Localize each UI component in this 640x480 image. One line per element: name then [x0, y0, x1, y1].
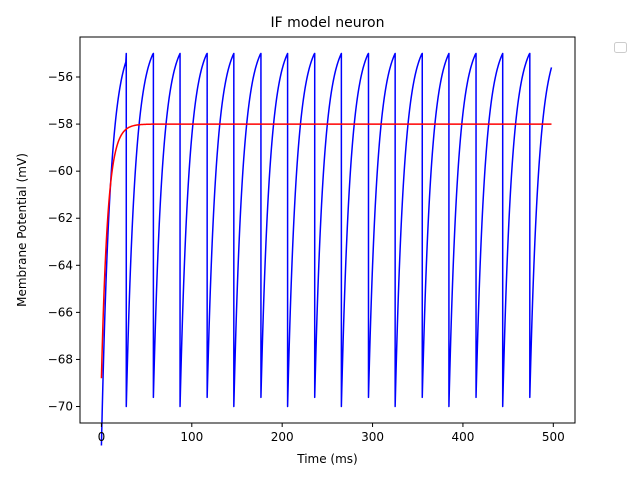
plot-lines	[100, 52, 553, 446]
y-tick-label: −70	[48, 400, 73, 414]
y-tick-label: −64	[48, 258, 73, 272]
plot-frame	[79, 36, 576, 424]
y-tick-label: −68	[48, 352, 73, 366]
spiking-trace	[100, 52, 553, 446]
x-tick-label: 100	[180, 430, 203, 444]
x-tick-label: 200	[271, 430, 294, 444]
x-axis-label: Time (ms)	[296, 452, 358, 466]
x-tick-label: 300	[361, 430, 384, 444]
x-tick-label: 0	[98, 430, 106, 444]
x-axis: 0 100 200 300 400 500	[98, 423, 565, 444]
y-tick-label: −56	[48, 70, 73, 84]
x-tick-label: 500	[542, 430, 565, 444]
x-tick-label: 400	[451, 430, 474, 444]
legend-box[interactable]	[614, 42, 627, 53]
y-tick-label: −66	[48, 305, 73, 319]
y-tick-label: −62	[48, 211, 73, 225]
y-tick-label: −60	[48, 164, 73, 178]
y-axis: −70 −68 −66 −64 −62 −60 −58 −56	[48, 70, 80, 414]
chart-title: IF model neuron	[271, 15, 385, 31]
mean-trace	[100, 123, 552, 379]
y-axis-label: Membrane Potential (mV)	[15, 153, 29, 307]
y-tick-label: −58	[48, 117, 73, 131]
